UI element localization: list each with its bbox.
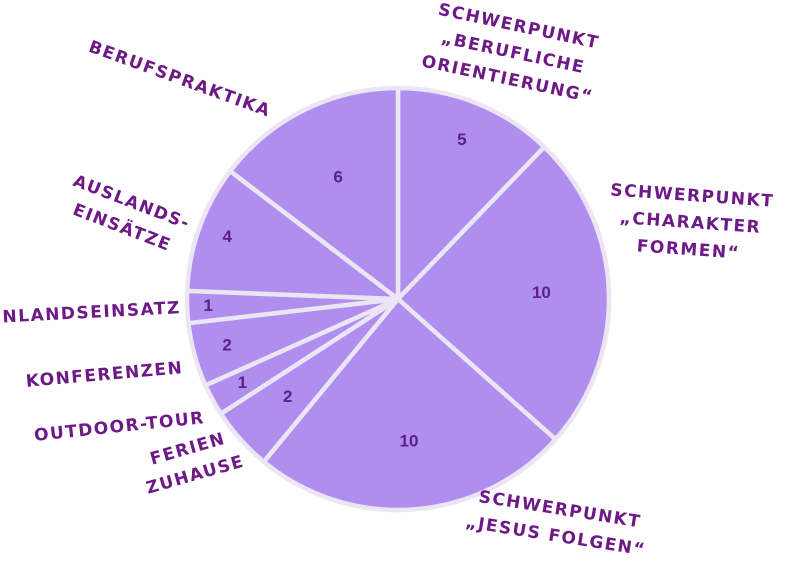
slice-value-ferien-zuhause: 2 bbox=[283, 387, 292, 406]
slice-value-outdoor-tour: 1 bbox=[238, 373, 247, 392]
pie-slice-auslandseinsatze bbox=[184, 168, 401, 302]
slice-label-ferien-zuhause: FERIENZUHAUSE bbox=[137, 426, 247, 499]
slice-label-auslandseinsatze: AUSLANDS-EINSÄTZE bbox=[61, 171, 193, 259]
slice-label-schwerpunkt-berufliche-orientierung: SCHWERPUNKT„BERUFLICHEORIENTIERUNG“ bbox=[420, 0, 607, 107]
slice-label-schwerpunkt-charakter-formen: SCHWERPUNKT„CHARAKTERFORMEN“ bbox=[606, 180, 775, 265]
slice-value-schwerpunkt-jesus-folgen: 10 bbox=[400, 432, 419, 451]
slice-value-berufspraktika: 6 bbox=[333, 167, 342, 186]
slice-label-berufspraktika: BERUFSPRAKTIKA bbox=[86, 37, 274, 122]
pie-slice-schwerpunkt-jesus-folgen bbox=[261, 296, 558, 513]
slice-label-konferenzen: KONFERENZEN bbox=[25, 358, 184, 392]
pie-slice-schwerpunkt-charakter-formen bbox=[395, 144, 612, 442]
slice-value-auslandseinsatze: 4 bbox=[222, 227, 232, 246]
slice-value-schwerpunkt-berufliche-orientierung: 5 bbox=[457, 130, 466, 149]
slice-value-konferenzen: 2 bbox=[222, 335, 231, 354]
slice-value-inlandseinsatz: 1 bbox=[203, 296, 212, 315]
slice-label-inlandseinsatz: INLANDSEINSATZ bbox=[0, 298, 181, 328]
slice-label-schwerpunkt-jesus-folgen: SCHWERPUNKT„JESUS FOLGEN“ bbox=[464, 486, 651, 561]
pie-slice-berufspraktika bbox=[227, 85, 401, 302]
pie-slice-schwerpunkt-berufliche-orientierung bbox=[395, 85, 547, 302]
pie-slices bbox=[184, 85, 612, 513]
slice-value-schwerpunkt-charakter-formen: 10 bbox=[532, 283, 551, 302]
